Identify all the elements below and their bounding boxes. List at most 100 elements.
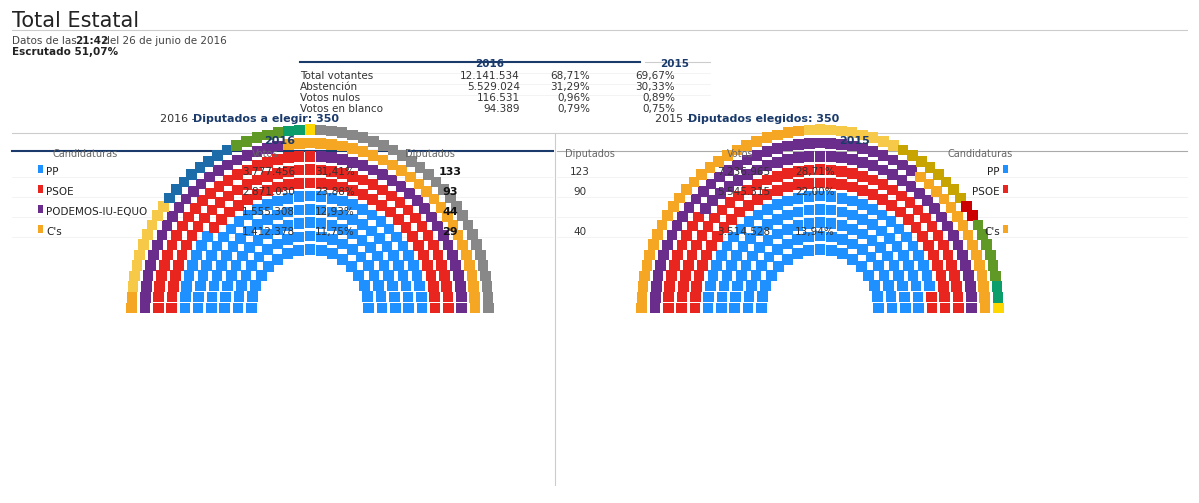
Point — [646, 293, 665, 301]
Point — [200, 173, 219, 181]
Point — [359, 304, 378, 312]
Point — [811, 152, 830, 160]
Point — [163, 282, 182, 290]
Point — [884, 141, 903, 149]
Point — [752, 262, 771, 270]
Point — [651, 261, 670, 269]
Point — [169, 261, 188, 269]
Point — [697, 251, 716, 259]
Point — [289, 219, 308, 227]
Text: 2015: 2015 — [839, 136, 870, 146]
Point — [349, 272, 368, 280]
Point — [323, 181, 342, 189]
Point — [188, 304, 207, 312]
Point — [832, 222, 851, 230]
Point — [981, 251, 1000, 259]
Point — [477, 283, 496, 291]
Point — [204, 282, 223, 290]
Text: PSOE: PSOE — [46, 187, 73, 197]
Text: 5.529.024: 5.529.024 — [466, 82, 520, 92]
Point — [729, 192, 748, 200]
Point — [278, 250, 297, 258]
Point — [397, 282, 416, 290]
Point — [632, 304, 651, 312]
Point — [363, 181, 382, 189]
Point — [343, 215, 362, 223]
Point — [767, 131, 787, 139]
Point — [712, 304, 731, 312]
Point — [246, 282, 265, 290]
Point — [177, 241, 197, 249]
Point — [700, 282, 719, 290]
Text: C's: C's — [984, 227, 1000, 237]
Point — [269, 129, 288, 137]
Point — [382, 161, 402, 169]
Point — [372, 293, 391, 301]
Point — [247, 134, 266, 142]
Point — [717, 272, 736, 280]
Point — [767, 144, 787, 152]
Point — [411, 293, 430, 301]
Point — [289, 206, 308, 214]
Point — [195, 214, 215, 222]
Point — [893, 282, 912, 290]
Point — [894, 293, 914, 301]
Point — [269, 170, 288, 178]
Point — [884, 171, 903, 179]
Point — [363, 151, 382, 159]
Point — [189, 293, 209, 301]
Point — [730, 208, 749, 216]
Point — [727, 252, 746, 260]
Point — [426, 304, 445, 312]
Point — [926, 205, 945, 213]
Point — [843, 183, 862, 191]
Point — [699, 304, 718, 312]
Text: Candidaturas: Candidaturas — [947, 149, 1013, 159]
Point — [947, 282, 966, 290]
Point — [909, 252, 928, 260]
Point — [800, 126, 819, 134]
Point — [789, 140, 808, 148]
Point — [258, 246, 277, 254]
Point — [728, 282, 747, 290]
Point — [935, 293, 954, 301]
Point — [247, 176, 266, 184]
Point — [778, 156, 797, 164]
Point — [963, 212, 982, 220]
Text: 0,96%: 0,96% — [558, 93, 590, 103]
Point — [887, 242, 906, 250]
Point — [863, 220, 882, 228]
Point — [747, 151, 766, 159]
Text: 1.555.308: 1.555.308 — [242, 207, 295, 217]
Point — [353, 220, 372, 228]
Point — [209, 166, 228, 175]
Text: Escrutado 51,07%: Escrutado 51,07% — [12, 47, 119, 57]
Point — [861, 253, 880, 261]
Point — [247, 148, 266, 156]
Point — [289, 233, 308, 241]
Point — [953, 221, 972, 229]
Point — [707, 232, 727, 240]
Text: 2015: 2015 — [661, 59, 689, 69]
Point — [767, 215, 787, 223]
Point — [179, 213, 198, 221]
Point — [242, 262, 261, 270]
Point — [359, 293, 378, 301]
Point — [439, 293, 458, 301]
Point — [685, 178, 704, 186]
Point — [237, 196, 257, 204]
Point — [188, 223, 207, 231]
Point — [323, 250, 342, 258]
Point — [843, 225, 862, 233]
Point — [854, 215, 873, 223]
Point — [899, 215, 918, 223]
Point — [852, 246, 872, 254]
Point — [333, 211, 353, 219]
Point — [843, 129, 862, 137]
Point — [415, 205, 434, 213]
Point — [944, 186, 963, 194]
Point — [167, 231, 186, 239]
Point — [899, 261, 918, 269]
Point — [682, 251, 701, 259]
Point — [368, 252, 387, 260]
